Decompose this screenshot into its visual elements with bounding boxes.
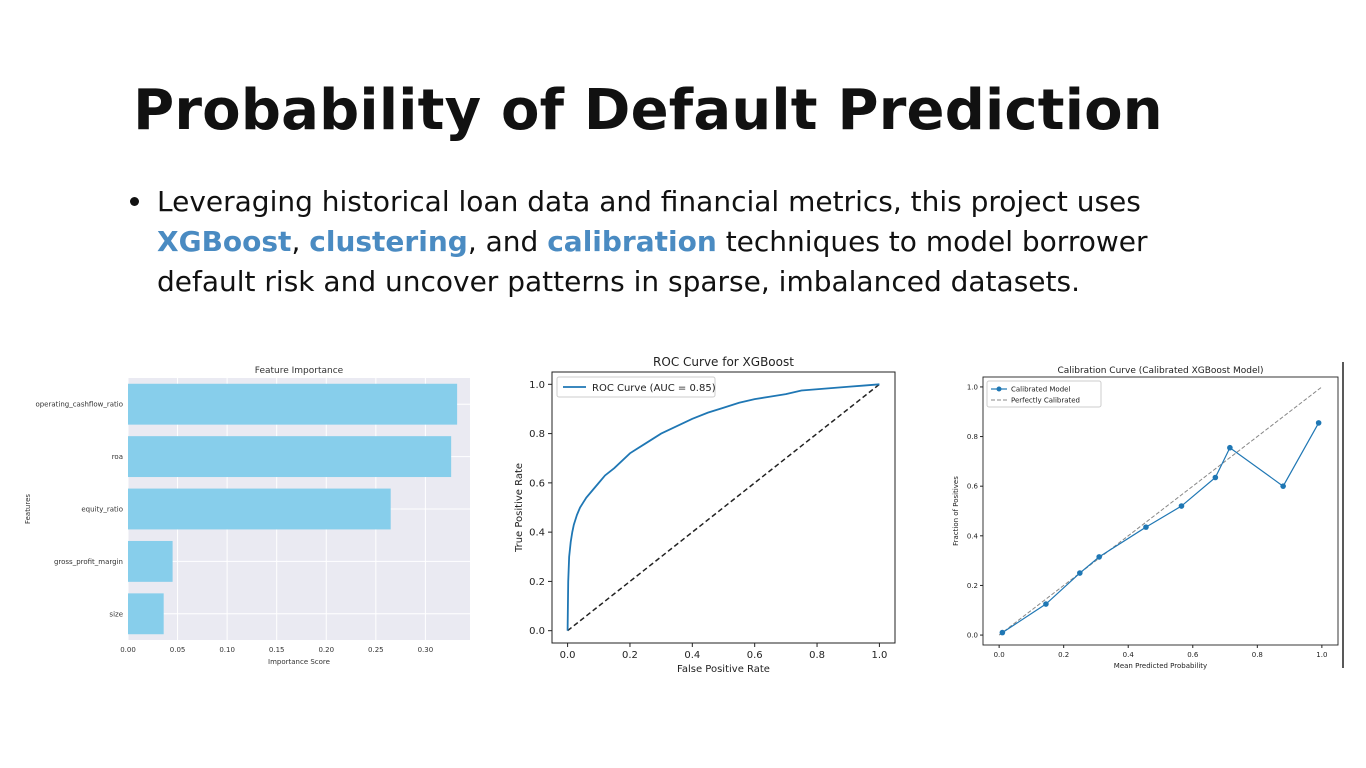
bar [128, 383, 458, 425]
calibration-point [1227, 444, 1233, 451]
bullet-point: Leveraging historical loan data and fina… [130, 182, 1250, 302]
x-tick-label: 0.30 [418, 646, 434, 654]
x-axis-label: False Positive Rate [677, 664, 770, 675]
y-tick-label: equity_ratio [81, 506, 123, 514]
legend-label: Perfectly Calibrated [1011, 397, 1080, 405]
calibration-point [1280, 483, 1286, 489]
chart-title: Calibration Curve (Calibrated XGBoost Mo… [1057, 366, 1263, 376]
x-tick-label: 0.6 [1187, 651, 1199, 659]
x-tick-label: 0.2 [622, 650, 638, 661]
y-tick-label: size [109, 610, 123, 618]
bullet-text-part1: Leveraging historical loan data and fina… [157, 185, 1141, 218]
y-tick-label: operating_cashflow_ratio [35, 401, 123, 409]
calibration-point [1178, 503, 1185, 509]
x-axis-label: Importance Score [268, 658, 330, 666]
y-axis-label: Features [24, 494, 32, 524]
calibration-curve-chart: 0.0 0.2 0.4 0.6 0.8 1.0 0.0 0.2 0.4 0.6 0.8 1.0 Cali… [952, 362, 1344, 670]
y-tick-label: 0.8 [967, 433, 978, 441]
slide-title: Probability of Default Prediction [133, 78, 1163, 143]
bullet-text: Leveraging historical loan data and fina… [157, 182, 1250, 302]
x-tick-label: 0.0 [560, 650, 576, 661]
x-tick-label: 0.15 [269, 646, 285, 654]
bullet-text-part2: techniques to model borrower default ris… [157, 225, 1148, 298]
legend-label: ROC Curve (AUC = 0.85) [592, 383, 716, 394]
bar [128, 436, 452, 478]
plot-frame [982, 376, 1339, 646]
keyword-clustering: clustering [309, 225, 468, 258]
x-tick-label: 0.4 [1123, 651, 1135, 659]
perfectly-calibrated-line [998, 386, 1323, 636]
keyword-calibration: calibration [547, 225, 717, 258]
legend-label: Calibrated Model [1011, 386, 1070, 394]
y-tick-label: 0.4 [967, 532, 979, 540]
x-tick-label: 0.2 [1058, 651, 1069, 659]
bullet-dot-icon [130, 197, 139, 206]
y-tick-label: 0.6 [967, 483, 979, 491]
x-tick-label: 0.10 [219, 646, 235, 654]
y-tick-label: 1.0 [967, 383, 978, 391]
x-tick-label: 0.8 [1252, 651, 1263, 659]
legend-box [556, 376, 716, 398]
x-tick-label: 0.4 [684, 650, 700, 661]
diagonal-reference-line [567, 383, 880, 632]
y-tick-label: 0.2 [529, 577, 545, 588]
roc-curve-chart: 0.0 0.2 0.4 0.6 0.8 1.0 0.0 0.2 0.4 0.6 0.8 1.0 ROC … [514, 355, 896, 675]
y-tick-label: gross_profit_margin [54, 558, 123, 566]
calibration-point [1096, 554, 1102, 560]
calibration-curve-line [1002, 422, 1320, 634]
x-tick-label: 0.8 [809, 650, 825, 661]
calibration-point [1043, 601, 1049, 607]
x-axis-label: Mean Predicted Probability [1114, 662, 1207, 670]
y-axis-label: True Positive Rate [514, 463, 525, 553]
y-axis-label: Fraction of Positives [952, 476, 960, 546]
x-tick-label: 0.0 [994, 651, 1005, 659]
bar [128, 540, 173, 582]
legend-box [986, 380, 1102, 408]
x-tick-label: 1.0 [871, 650, 887, 661]
y-tick-label: 1.0 [529, 380, 545, 391]
roc-curve-line [566, 383, 880, 631]
keyword-xgboost: XGBoost [157, 225, 292, 258]
calibration-point [1077, 570, 1083, 576]
y-tick-label: roa [112, 453, 123, 461]
legend-marker-icon [996, 386, 1002, 392]
feature-importance-chart: 0.00 0.05 0.10 0.15 0.20 0.25 0.30 operating_ca… [24, 366, 470, 666]
calibration-point [1212, 474, 1219, 481]
bar [128, 593, 164, 635]
x-tick-label: 0.20 [318, 646, 334, 654]
y-tick-label: 0.6 [529, 478, 545, 489]
y-tick-label: 0.8 [529, 429, 545, 440]
x-tick-label: 0.25 [368, 646, 384, 654]
x-tick-label: 0.00 [120, 646, 136, 654]
calibration-point [999, 629, 1006, 636]
chart-title: Feature Importance [255, 366, 344, 376]
y-tick-label: 0.2 [967, 582, 978, 590]
chart-title: ROC Curve for XGBoost [653, 355, 794, 369]
y-tick-label: 0.0 [529, 626, 545, 637]
calibration-point [1143, 524, 1149, 530]
bullet-sep2: , and [467, 225, 548, 258]
y-tick-label: 0.0 [967, 632, 978, 640]
calibration-point [1315, 420, 1322, 426]
bullet-sep1: , [291, 225, 310, 258]
x-tick-label: 0.6 [747, 650, 763, 661]
x-tick-label: 0.05 [170, 646, 186, 654]
y-tick-label: 0.4 [529, 528, 545, 539]
x-tick-label: 1.0 [1316, 651, 1327, 659]
bar [128, 488, 391, 530]
